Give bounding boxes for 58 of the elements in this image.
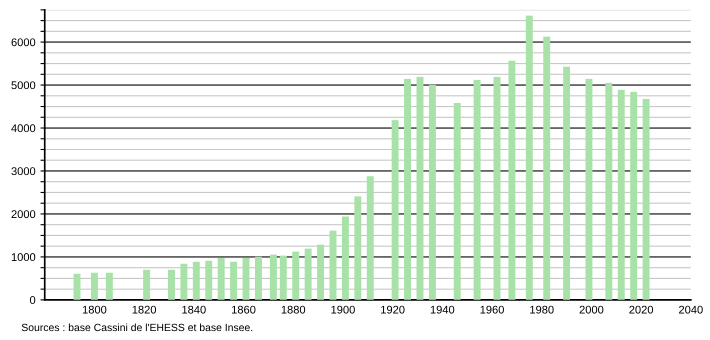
bar (192, 262, 200, 300)
bar (428, 84, 436, 300)
source-note: Sources : base Cassini de l'EHESS et base Insee. (22, 323, 252, 332)
bar (605, 82, 612, 300)
x-tick-label: 1820 (132, 306, 156, 314)
bar (180, 264, 188, 300)
bar (230, 262, 238, 300)
bar (143, 270, 150, 300)
bar (642, 98, 650, 300)
y-tick-label: 4000 (11, 124, 36, 132)
x-tick-label: 1980 (530, 306, 554, 314)
bar (317, 244, 324, 300)
x-tick-label: 2000 (580, 306, 604, 314)
bar (404, 78, 412, 300)
x-tick-label: 1920 (381, 306, 405, 314)
y-tick-label: 6000 (12, 38, 36, 46)
bar (508, 60, 516, 300)
bar (342, 216, 349, 300)
x-tick-label: 2040 (679, 306, 703, 314)
bar (366, 176, 374, 300)
bar (205, 260, 212, 300)
bar (543, 36, 550, 300)
bar (242, 258, 250, 300)
bar (270, 254, 277, 300)
y-tick-label: 3000 (11, 167, 36, 176)
y-tick-label: 5000 (11, 81, 36, 90)
bar (292, 252, 300, 300)
y-tick-label: 0 (30, 296, 36, 304)
bar (304, 248, 312, 300)
bar (416, 76, 424, 300)
bar (563, 66, 570, 300)
bar (280, 256, 287, 300)
bar (106, 272, 113, 300)
bar (168, 270, 175, 300)
bar (618, 90, 625, 300)
x-tick-label: 1900 (331, 306, 355, 314)
bar (392, 120, 399, 300)
bar (90, 272, 98, 300)
bar (454, 102, 461, 300)
x-tick-label: 1800 (82, 306, 106, 314)
y-tick-label: 2000 (12, 210, 36, 218)
bar (74, 274, 81, 300)
x-tick-label: 1880 (282, 306, 306, 314)
bar (494, 76, 500, 300)
bar (254, 256, 262, 300)
y-tick-label: 1000 (12, 253, 36, 262)
bar (474, 80, 481, 300)
x-tick-label: 1960 (480, 306, 504, 314)
bar (585, 78, 592, 300)
bar (354, 196, 362, 300)
x-tick-label: 1860 (232, 306, 256, 314)
bar (526, 16, 533, 300)
bar (630, 92, 638, 300)
x-tick-label: 2020 (629, 306, 654, 314)
x-tick-label: 1940 (430, 306, 454, 314)
bar (330, 230, 336, 300)
bar (218, 258, 225, 300)
x-tick-label: 1840 (182, 306, 206, 314)
